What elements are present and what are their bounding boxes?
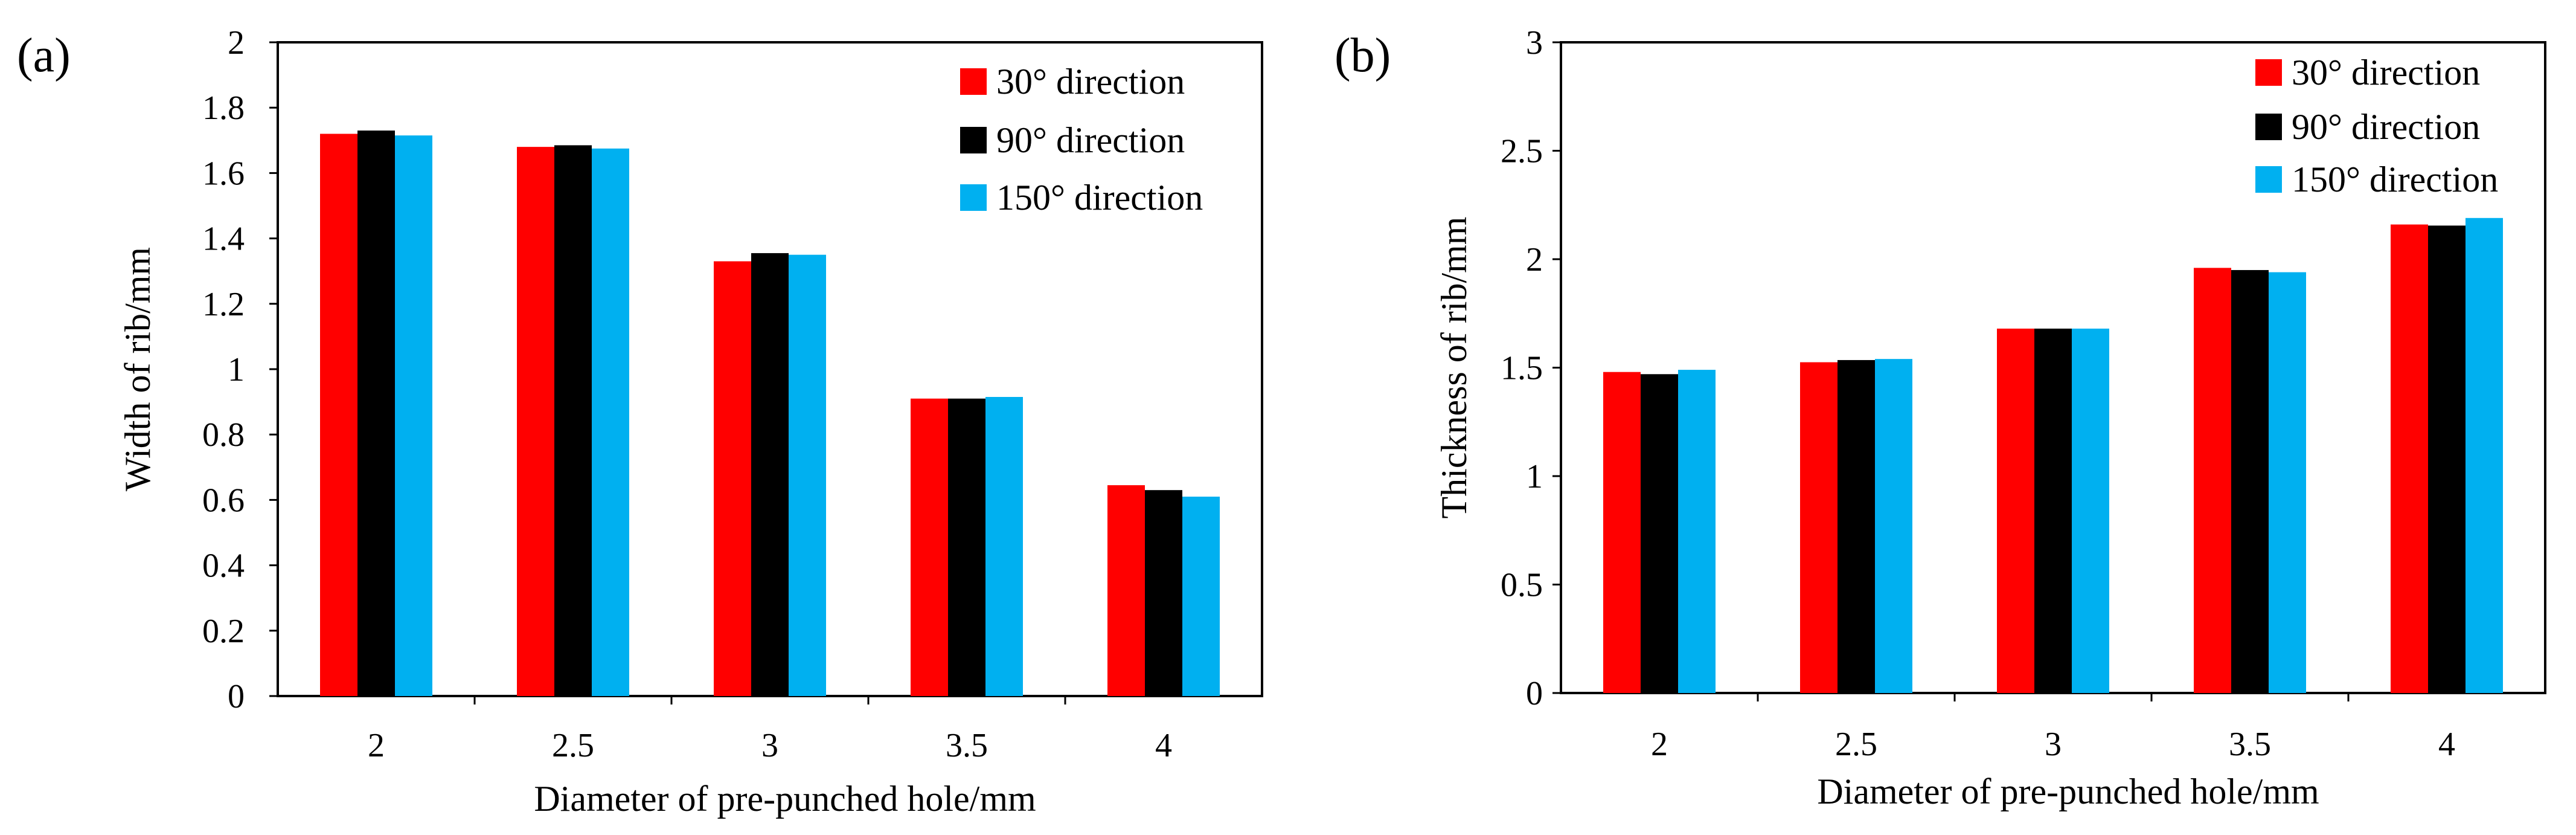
x-tick-label: 3 [761, 727, 778, 764]
bar-2-cat-2 [554, 145, 592, 697]
bar-1-cat-5 [1107, 485, 1145, 696]
y-axis-title: Thickness of rib/mm [1434, 217, 1474, 519]
y-tick-label: 0.6 [202, 482, 245, 519]
y-tick-label: 0.8 [202, 416, 245, 454]
bar-1-cat-3 [1997, 328, 2034, 693]
bar-3-cat-4 [2269, 272, 2306, 693]
bar-3-cat-5 [2465, 218, 2503, 693]
y-tick-label: 2 [228, 24, 245, 62]
bar-1-cat-4 [2194, 268, 2231, 693]
y-tick-label: 1.8 [202, 89, 245, 127]
chart-panel-2: (b) 0 0.5 1 1.5 2 2.5 3 2 2.5 3 3.5 4 Diameter of pre… [1334, 24, 2546, 811]
legend-swatch [960, 68, 987, 95]
legend-swatch [960, 184, 987, 211]
bar-1-cat-5 [2391, 224, 2428, 693]
legend-label: 30° direction [2292, 53, 2480, 92]
y-tick-label: 0 [1526, 675, 1543, 712]
x-tick-label: 4 [2438, 726, 2455, 763]
x-tick-label: 3.5 [946, 727, 988, 764]
y-tick-label: 1.2 [202, 286, 245, 323]
bar-3-cat-1 [1678, 370, 1716, 693]
y-tick-label: 1.5 [1501, 350, 1543, 387]
bar-3-cat-1 [395, 135, 432, 696]
x-tick-label: 3.5 [2229, 726, 2271, 763]
legend-label: 90° direction [2292, 107, 2480, 147]
x-tick-label: 4 [1155, 727, 1172, 764]
bar-2-cat-4 [948, 398, 985, 696]
y-tick-label: 0.2 [202, 613, 245, 650]
legend-label: 150° direction [2292, 160, 2498, 199]
y-tick-label: 1.4 [202, 221, 245, 258]
legend-swatch [2255, 166, 2282, 193]
y-tick-label: 1 [228, 351, 245, 388]
y-tick-label: 1.6 [202, 155, 245, 192]
y-tick-label: 1 [1526, 458, 1543, 495]
bar-2-cat-2 [1837, 359, 1875, 693]
legend-label: 150° direction [996, 178, 1203, 218]
x-tick-label: 2 [368, 727, 385, 764]
legend-swatch [960, 127, 987, 153]
panel-label: (a) [17, 29, 71, 82]
y-tick-label: 0.5 [1501, 567, 1543, 604]
legend-swatch [2255, 59, 2282, 86]
bar-2-cat-3 [751, 253, 789, 696]
y-tick-label: 0.4 [202, 547, 245, 585]
bar-3-cat-3 [2072, 328, 2109, 693]
bar-1-cat-1 [1603, 372, 1641, 693]
bar-2-cat-5 [1145, 490, 1182, 696]
y-axis-title: Width of rib/mm [118, 247, 158, 491]
legend: 30° direction 90° direction 150° direction [2255, 53, 2498, 199]
bar-3-cat-2 [1875, 359, 1912, 693]
panel-label: (b) [1334, 29, 1391, 82]
x-axis-title: Diameter of pre-punched hole/mm [534, 779, 1036, 819]
x-tick-label: 2.5 [1835, 726, 1877, 763]
bar-3-cat-5 [1182, 496, 1220, 696]
x-axis-title: Diameter of pre-punched hole/mm [1817, 772, 2319, 811]
legend: 30° direction 90° direction 150° direction [960, 62, 1203, 218]
x-tick-label: 3 [2045, 726, 2062, 763]
bar-1-cat-2 [517, 147, 554, 696]
legend-label: 30° direction [996, 62, 1185, 102]
bar-1-cat-1 [320, 134, 357, 697]
bar-2-cat-3 [2034, 328, 2072, 693]
chart-panel-1: (a) 0 0.2 0.4 0.6 0.8 1 1.2 1.4 1.6 1.8 2 2 2.5 3 3.5 4 D… [17, 24, 1263, 819]
bar-1-cat-2 [1800, 362, 1837, 693]
y-tick-label: 2.5 [1501, 133, 1543, 170]
bar-1-cat-3 [714, 261, 751, 697]
y-tick-label: 2 [1526, 241, 1543, 279]
bar-2-cat-5 [2428, 225, 2465, 694]
bar-3-cat-3 [789, 254, 826, 696]
legend-label: 90° direction [996, 120, 1185, 160]
bar-3-cat-4 [985, 396, 1023, 696]
legend-swatch [2255, 114, 2282, 140]
bar-2-cat-1 [357, 131, 395, 696]
bar-3-cat-2 [592, 148, 629, 696]
bar-2-cat-1 [1641, 374, 1678, 693]
bar-1-cat-4 [911, 398, 948, 696]
bar-2-cat-4 [2231, 269, 2269, 693]
y-tick-label: 3 [1526, 24, 1543, 62]
y-tick-label: 0 [228, 678, 245, 715]
x-tick-label: 2 [1651, 726, 1668, 763]
x-tick-label: 2.5 [552, 727, 594, 764]
